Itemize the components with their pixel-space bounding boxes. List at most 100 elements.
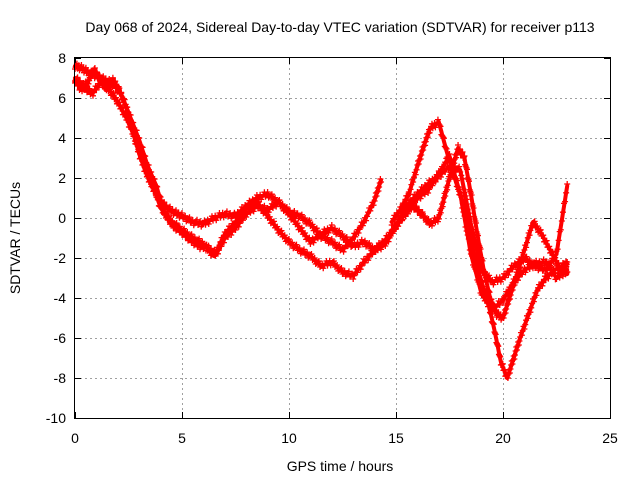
x-tick-label: 15 [388,430,404,446]
data-point-marker [369,251,376,258]
x-axis-label: GPS time / hours [287,458,394,474]
data-point-marker [294,220,301,227]
data-point-marker [543,258,550,265]
data-point-marker [341,245,348,252]
data-point-marker [183,233,190,239]
data-point-marker [159,202,166,209]
data-point-marker [564,259,571,265]
data-point-marker [315,258,322,264]
data-point-marker [312,226,319,232]
data-point-marker [464,217,471,224]
data-point-marker [247,209,254,216]
data-point-marker [536,227,543,234]
data-point-marker [297,212,304,219]
data-point-marker [361,259,368,266]
data-point-marker [460,186,467,193]
data-point-marker [169,218,176,225]
data-point-marker [563,189,570,196]
y-tick-label: 8 [58,50,66,66]
data-point-marker [415,207,422,214]
data-point-marker [554,246,561,253]
data-point-marker [162,211,169,218]
data-point-marker [359,222,366,229]
data-point-marker [370,202,377,209]
data-point-marker [288,240,295,247]
data-point-marker [414,197,421,203]
data-point-marker [121,96,128,103]
data-point-marker [436,122,443,129]
data-point-marker [278,202,285,208]
data-point-marker [151,176,158,182]
data-point-marker [274,200,281,207]
data-point-marker [340,248,347,255]
data-point-marker [410,201,417,207]
data-point-marker [333,263,340,269]
data-point-marker [197,218,204,225]
data-point-marker [537,226,544,233]
data-point-marker [436,171,443,178]
y-tick-label: 6 [58,90,66,106]
plot-area [72,60,571,381]
data-point-marker [276,197,283,203]
data-point-marker [501,296,508,303]
data-point-marker [406,191,413,198]
data-point-marker [236,220,243,227]
x-tick-label: 0 [71,430,79,446]
x-tick-label: 25 [602,430,618,446]
data-point-marker [459,149,466,155]
x-tick-label: 5 [178,430,186,446]
data-point-marker [425,190,432,196]
data-point-marker [365,241,372,248]
data-point-marker [560,266,567,273]
data-point-marker [470,205,477,211]
data-point-marker [220,239,227,246]
data-point-marker [310,239,317,246]
data-point-marker [497,353,504,360]
data-point-marker [555,237,562,244]
data-point-marker [523,239,530,246]
data-point-marker [452,176,459,182]
data-point-marker [330,226,337,233]
data-point-marker [292,242,299,249]
data-point-marker [266,206,273,213]
data-point-marker [474,232,481,239]
data-point-marker [558,263,565,270]
y-tick-label: -4 [54,290,67,306]
data-point-marker [514,271,521,278]
data-point-marker [334,262,341,268]
data-point-marker [559,209,566,216]
data-point-marker [486,272,493,279]
data-point-marker [505,272,512,278]
data-point-marker [412,204,419,211]
data-point-marker [365,257,372,264]
data-point-marker [182,212,189,219]
data-point-marker [329,259,336,265]
data-point-marker [564,269,571,275]
data-point-marker [269,205,276,211]
data-point-marker [562,198,569,205]
data-point-marker [558,218,565,224]
y-tick-label: -8 [54,370,67,386]
data-point-marker [193,216,200,223]
data-point-marker [433,175,440,182]
data-point-marker [338,265,345,271]
data-point-marker [463,196,470,203]
data-point-marker [490,321,497,328]
data-point-marker [458,192,465,199]
data-point-marker [300,216,307,223]
data-point-marker [160,203,167,210]
data-point-marker [563,270,570,277]
data-point-marker [324,234,331,241]
data-point-marker [419,209,426,215]
data-point-marker [179,210,185,216]
data-point-marker [180,229,187,236]
data-point-marker [398,217,405,224]
data-point-marker [127,112,134,118]
data-point-marker [215,247,222,254]
data-point-marker [157,194,164,200]
data-point-marker [332,239,339,246]
data-point-marker [300,246,307,253]
data-point-marker [464,166,471,173]
data-point-marker [317,229,324,236]
data-point-marker [517,264,524,270]
